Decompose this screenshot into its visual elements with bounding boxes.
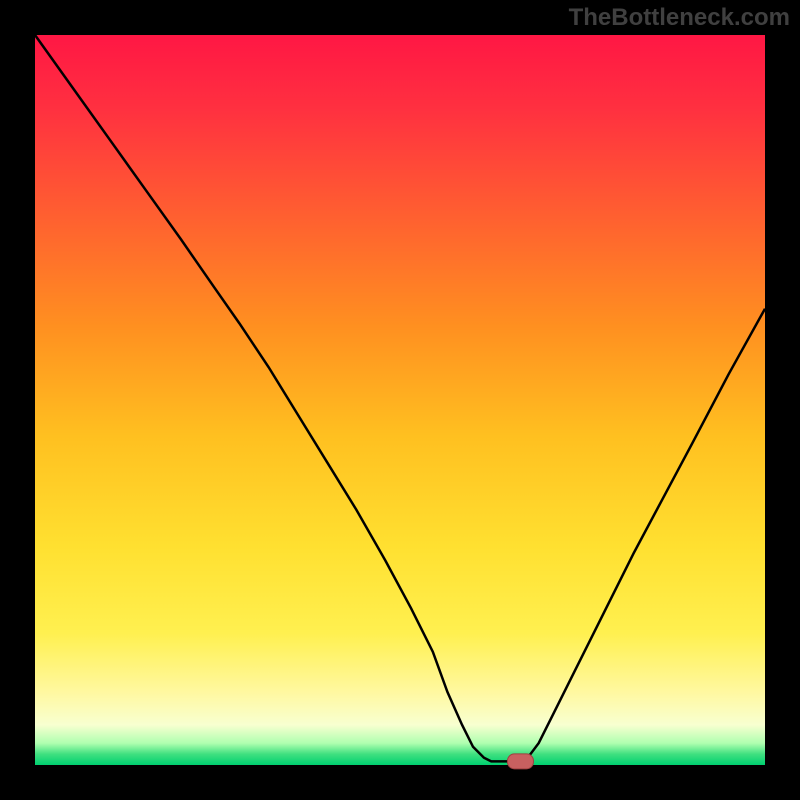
optimal-marker: [507, 754, 533, 769]
bottleneck-chart: [0, 0, 800, 800]
plot-background: [35, 35, 765, 765]
watermark-text: TheBottleneck.com: [569, 4, 790, 32]
